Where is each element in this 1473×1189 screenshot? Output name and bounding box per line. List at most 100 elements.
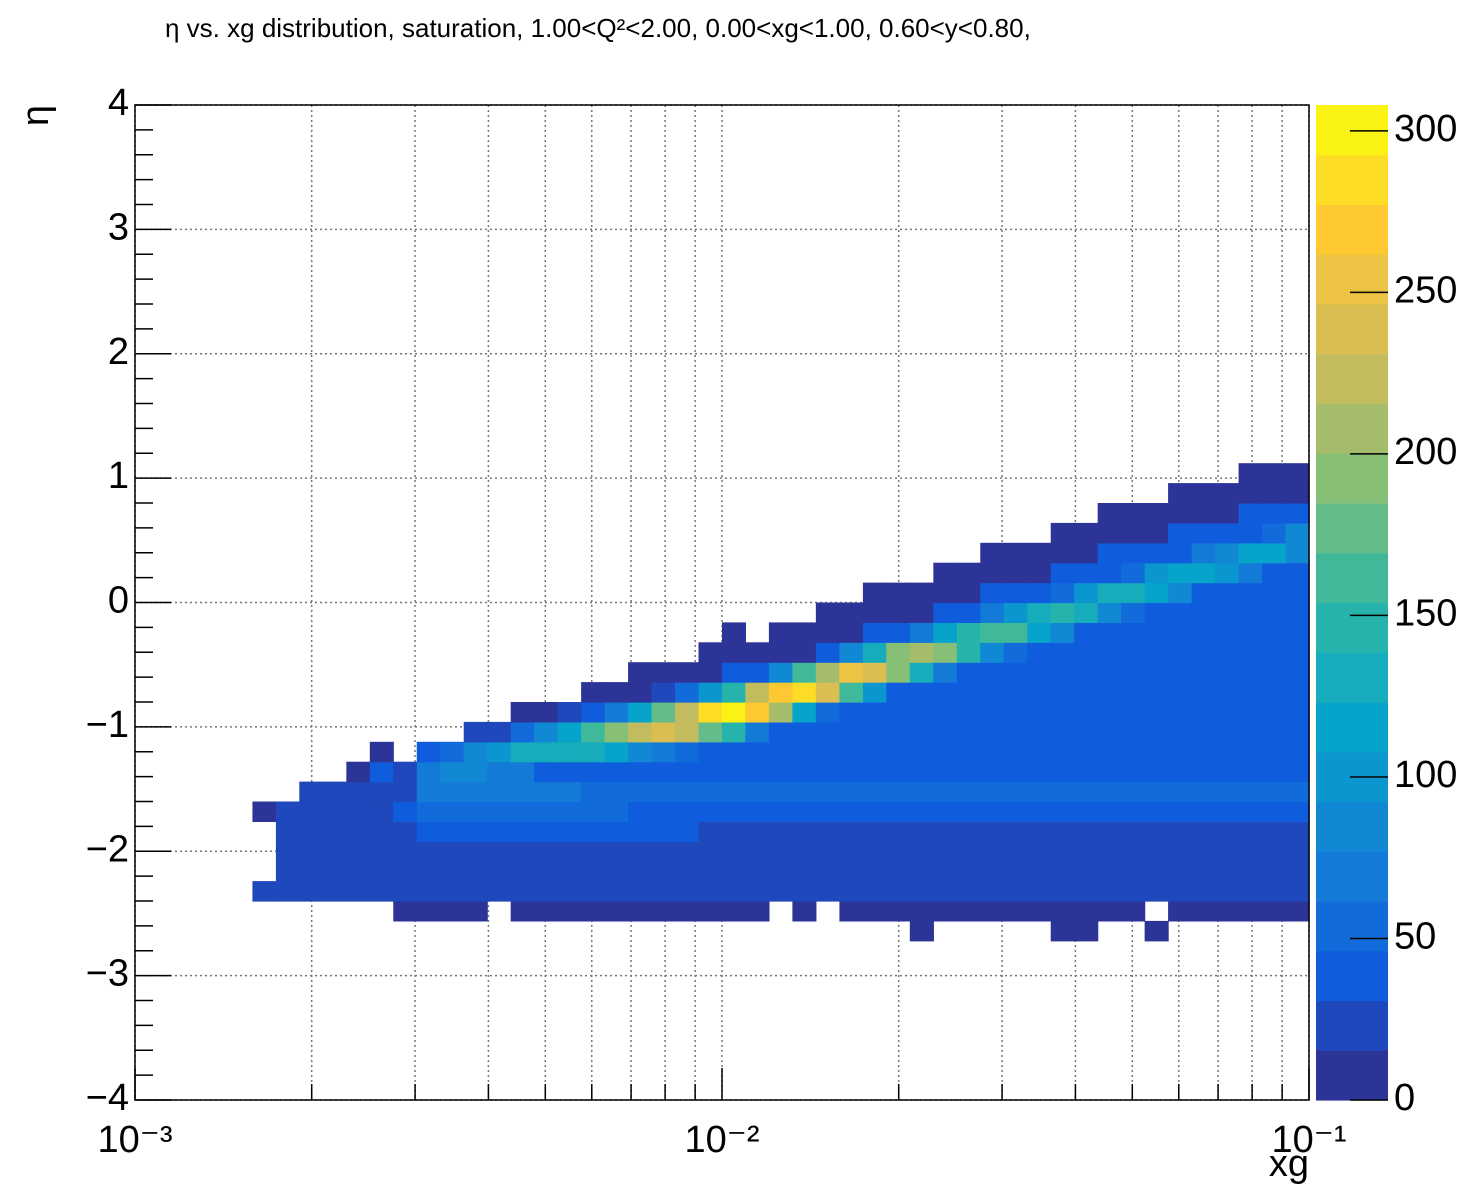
cell xyxy=(252,901,276,922)
cell xyxy=(769,543,793,564)
cell xyxy=(956,761,981,783)
cell xyxy=(839,901,864,922)
cell xyxy=(1027,921,1051,942)
cell xyxy=(1003,841,1028,862)
cell xyxy=(1215,582,1240,604)
cell xyxy=(1097,721,1122,743)
cell xyxy=(933,881,958,902)
cell xyxy=(1050,781,1075,803)
cell xyxy=(792,642,817,663)
cell xyxy=(1215,483,1240,504)
cell xyxy=(628,881,653,902)
cell xyxy=(1097,682,1122,703)
cell xyxy=(557,881,582,902)
cell xyxy=(1191,522,1216,544)
cell xyxy=(1121,781,1146,803)
cell xyxy=(1215,642,1240,663)
cell xyxy=(792,523,816,544)
cell xyxy=(1192,921,1216,942)
cell xyxy=(1004,503,1028,524)
cell xyxy=(768,741,793,763)
cell xyxy=(886,821,911,842)
cell xyxy=(1191,682,1216,703)
cell xyxy=(1027,821,1052,842)
cell xyxy=(722,622,746,643)
cell xyxy=(1050,522,1075,544)
cell xyxy=(909,761,934,783)
cell xyxy=(440,543,464,564)
cell xyxy=(1051,503,1075,524)
cell xyxy=(1027,901,1052,922)
cell xyxy=(1191,881,1216,902)
cell xyxy=(1144,881,1169,902)
cell xyxy=(1097,801,1122,822)
cell xyxy=(581,622,605,643)
cell xyxy=(980,562,1005,584)
cell xyxy=(463,901,488,922)
cell xyxy=(417,642,441,663)
cell xyxy=(1097,642,1122,663)
cell xyxy=(534,662,558,683)
cell xyxy=(346,583,370,604)
cell xyxy=(1168,721,1193,743)
cell xyxy=(417,662,441,683)
cell xyxy=(1097,702,1122,723)
cell xyxy=(323,722,347,743)
cell xyxy=(557,761,582,783)
cell xyxy=(1239,921,1263,942)
cell xyxy=(863,921,887,942)
y-tick-label: −2 xyxy=(86,828,129,870)
cell xyxy=(276,523,300,544)
cell xyxy=(393,483,417,504)
cell xyxy=(909,682,934,703)
cell xyxy=(322,861,347,882)
cell xyxy=(534,861,559,882)
cell xyxy=(722,741,746,763)
cell xyxy=(909,622,934,643)
color-band xyxy=(1316,652,1388,703)
cell xyxy=(1004,463,1028,484)
cell xyxy=(558,463,582,484)
color-band xyxy=(1316,503,1388,554)
cell xyxy=(839,821,864,842)
cell xyxy=(299,781,324,803)
cell xyxy=(370,603,394,624)
cell xyxy=(252,503,276,524)
cell xyxy=(581,543,605,564)
cell xyxy=(558,662,582,683)
color-band xyxy=(1316,552,1388,604)
cell xyxy=(933,861,958,882)
cell xyxy=(957,503,981,524)
cell xyxy=(909,881,934,902)
cell xyxy=(369,861,394,882)
cell xyxy=(510,881,535,902)
cell xyxy=(1027,861,1052,882)
cell xyxy=(605,662,629,683)
cell xyxy=(628,662,653,683)
cell xyxy=(628,682,653,703)
cell xyxy=(1097,562,1122,584)
cell xyxy=(980,801,1005,822)
cell xyxy=(323,702,347,723)
cell xyxy=(557,841,582,862)
cell xyxy=(1074,821,1099,842)
cell xyxy=(464,563,488,584)
cell xyxy=(745,682,770,703)
cell xyxy=(393,821,418,842)
cell xyxy=(1004,523,1028,544)
cell xyxy=(1121,721,1146,743)
cell xyxy=(463,841,488,862)
cell xyxy=(323,483,347,504)
cell xyxy=(252,603,276,624)
cell xyxy=(558,921,582,942)
cell xyxy=(1144,503,1169,524)
cell xyxy=(534,761,559,783)
cell xyxy=(699,921,723,942)
cell xyxy=(534,841,559,862)
cell xyxy=(1238,562,1263,584)
cell xyxy=(815,682,841,703)
cell xyxy=(909,642,934,663)
cell xyxy=(816,583,840,604)
cell xyxy=(909,662,934,683)
cell xyxy=(417,722,441,743)
